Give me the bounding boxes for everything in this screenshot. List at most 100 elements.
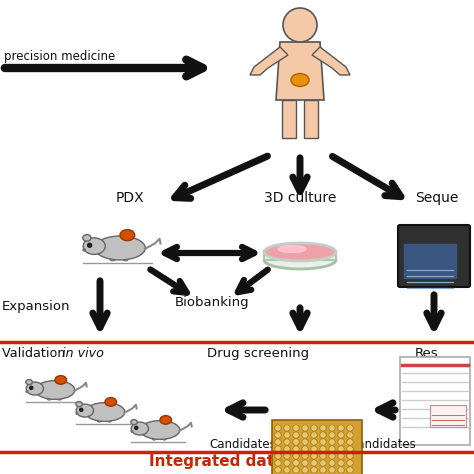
Circle shape bbox=[275, 467, 281, 473]
Circle shape bbox=[311, 446, 317, 452]
Circle shape bbox=[347, 432, 353, 438]
Circle shape bbox=[275, 446, 281, 452]
Polygon shape bbox=[312, 47, 350, 75]
Circle shape bbox=[320, 425, 326, 431]
Circle shape bbox=[293, 425, 299, 431]
Ellipse shape bbox=[291, 73, 309, 86]
Ellipse shape bbox=[85, 402, 125, 421]
Circle shape bbox=[329, 432, 335, 438]
Circle shape bbox=[275, 432, 281, 438]
Circle shape bbox=[131, 430, 133, 432]
Ellipse shape bbox=[278, 246, 306, 253]
Ellipse shape bbox=[105, 398, 117, 406]
Ellipse shape bbox=[123, 257, 128, 261]
Polygon shape bbox=[264, 253, 336, 260]
Circle shape bbox=[311, 467, 317, 473]
Circle shape bbox=[30, 386, 33, 390]
Circle shape bbox=[329, 439, 335, 445]
Ellipse shape bbox=[76, 404, 93, 417]
Ellipse shape bbox=[57, 397, 62, 400]
Circle shape bbox=[329, 467, 335, 473]
Circle shape bbox=[293, 460, 299, 466]
Circle shape bbox=[275, 453, 281, 459]
Circle shape bbox=[338, 432, 344, 438]
Circle shape bbox=[76, 412, 78, 414]
Text: Candidates: Candidates bbox=[350, 438, 416, 451]
Circle shape bbox=[275, 439, 281, 445]
Circle shape bbox=[329, 460, 335, 466]
Bar bbox=[430, 405, 466, 427]
Circle shape bbox=[275, 425, 281, 431]
Polygon shape bbox=[304, 100, 318, 138]
Ellipse shape bbox=[55, 375, 66, 384]
Circle shape bbox=[311, 425, 317, 431]
Text: 3D culture: 3D culture bbox=[264, 191, 336, 205]
Circle shape bbox=[293, 439, 299, 445]
Circle shape bbox=[320, 467, 326, 473]
Circle shape bbox=[347, 439, 353, 445]
Ellipse shape bbox=[107, 419, 111, 422]
Text: Seque: Seque bbox=[415, 191, 458, 205]
Circle shape bbox=[26, 391, 28, 392]
FancyBboxPatch shape bbox=[400, 357, 470, 445]
Circle shape bbox=[320, 432, 326, 438]
Circle shape bbox=[347, 460, 353, 466]
Circle shape bbox=[302, 425, 308, 431]
Circle shape bbox=[338, 460, 344, 466]
Circle shape bbox=[302, 467, 308, 473]
Ellipse shape bbox=[162, 437, 166, 440]
Circle shape bbox=[338, 446, 344, 452]
Circle shape bbox=[338, 467, 344, 473]
Text: precision medicine: precision medicine bbox=[4, 50, 115, 63]
Circle shape bbox=[284, 432, 290, 438]
Ellipse shape bbox=[120, 229, 135, 241]
Circle shape bbox=[80, 408, 83, 411]
Polygon shape bbox=[272, 420, 362, 474]
Circle shape bbox=[302, 446, 308, 452]
Circle shape bbox=[347, 446, 353, 452]
Circle shape bbox=[311, 453, 317, 459]
Circle shape bbox=[283, 8, 317, 42]
Circle shape bbox=[83, 249, 85, 251]
Text: Biobanking: Biobanking bbox=[175, 296, 249, 309]
Circle shape bbox=[311, 432, 317, 438]
Circle shape bbox=[284, 425, 290, 431]
Circle shape bbox=[293, 467, 299, 473]
Circle shape bbox=[284, 453, 290, 459]
Ellipse shape bbox=[95, 236, 146, 260]
Ellipse shape bbox=[264, 251, 336, 269]
Ellipse shape bbox=[131, 419, 137, 425]
Circle shape bbox=[302, 432, 308, 438]
Bar bbox=[404, 244, 456, 278]
Circle shape bbox=[88, 243, 91, 247]
Ellipse shape bbox=[140, 420, 180, 439]
Ellipse shape bbox=[131, 422, 148, 435]
Ellipse shape bbox=[35, 381, 75, 400]
Circle shape bbox=[329, 446, 335, 452]
Text: Drug screening: Drug screening bbox=[207, 347, 309, 360]
Circle shape bbox=[293, 446, 299, 452]
Text: Validation: Validation bbox=[2, 347, 70, 360]
Circle shape bbox=[275, 460, 281, 466]
Circle shape bbox=[311, 439, 317, 445]
Circle shape bbox=[338, 439, 344, 445]
Circle shape bbox=[284, 467, 290, 473]
Polygon shape bbox=[250, 47, 288, 75]
Circle shape bbox=[302, 439, 308, 445]
Ellipse shape bbox=[160, 416, 172, 424]
Ellipse shape bbox=[110, 257, 115, 261]
Circle shape bbox=[302, 453, 308, 459]
Circle shape bbox=[347, 425, 353, 431]
Text: Candidates: Candidates bbox=[210, 438, 276, 451]
Circle shape bbox=[338, 453, 344, 459]
Text: PDX: PDX bbox=[116, 191, 144, 205]
Polygon shape bbox=[276, 42, 324, 100]
Circle shape bbox=[320, 453, 326, 459]
Ellipse shape bbox=[97, 419, 101, 422]
Circle shape bbox=[320, 439, 326, 445]
Ellipse shape bbox=[76, 401, 82, 407]
Text: Res: Res bbox=[415, 347, 438, 360]
Circle shape bbox=[347, 453, 353, 459]
Ellipse shape bbox=[47, 397, 51, 400]
Text: Integrated database: Integrated database bbox=[149, 454, 325, 469]
